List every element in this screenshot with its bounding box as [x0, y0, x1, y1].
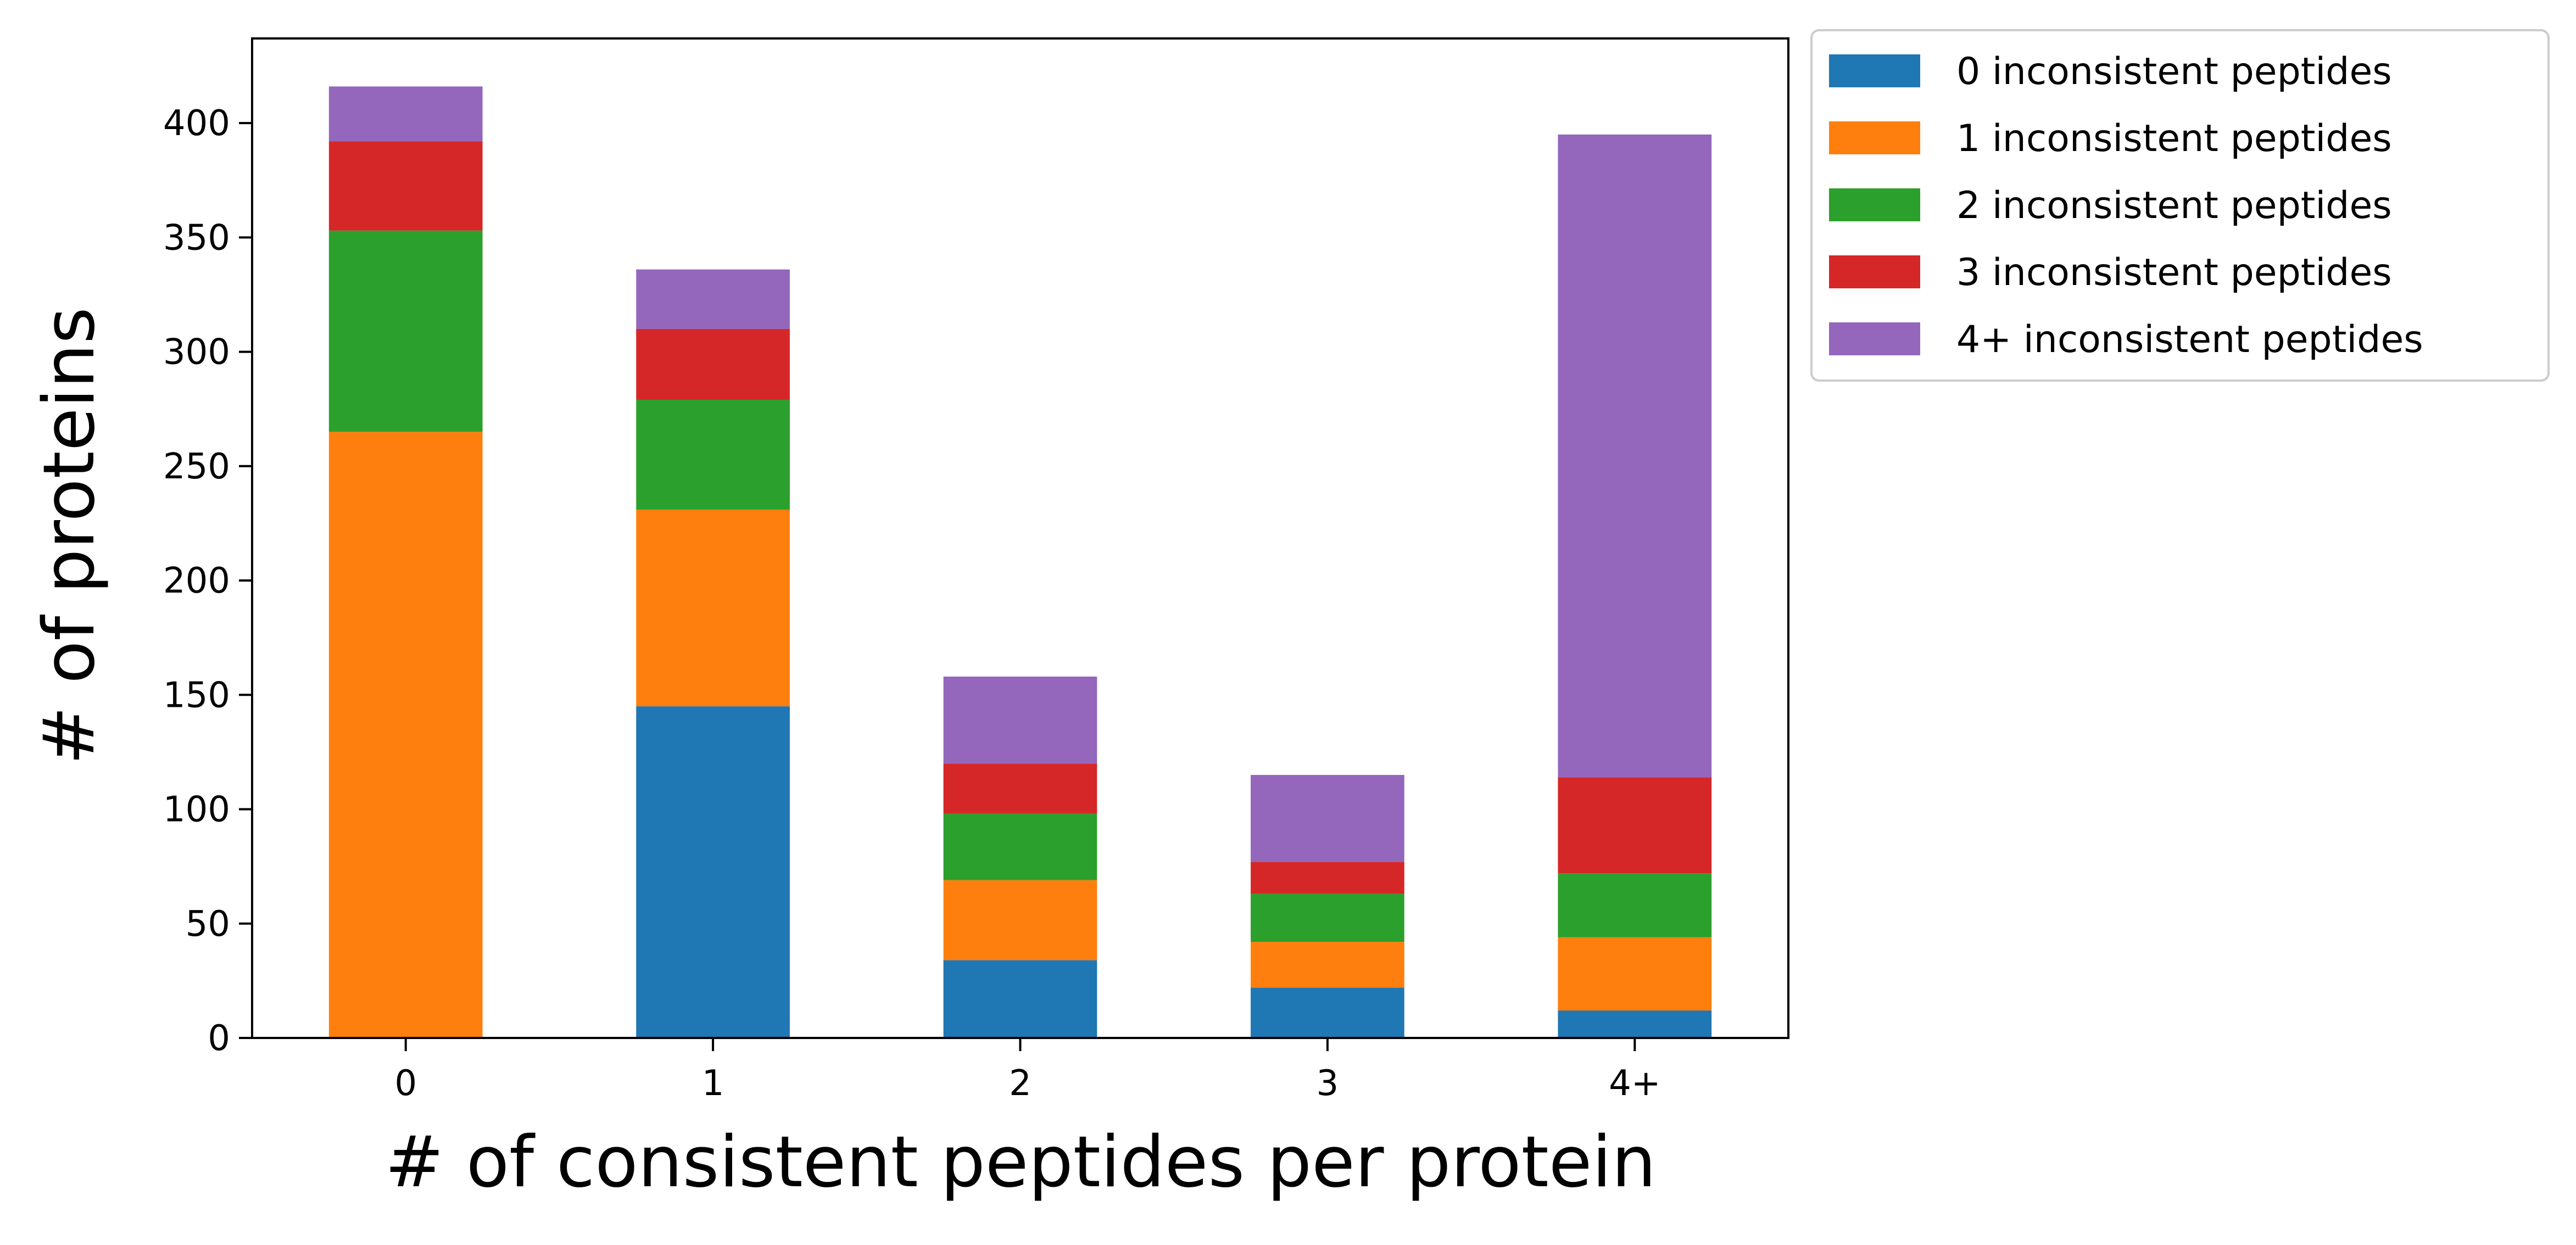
bar-2-series-2 [943, 813, 1097, 880]
legend-swatch [1829, 54, 1920, 87]
legend-label: 0 inconsistent peptides [1956, 50, 2392, 93]
legend-label: 2 inconsistent peptides [1956, 184, 2392, 227]
bar-2-series-3 [943, 763, 1097, 814]
bar-2-series-1 [943, 880, 1097, 961]
legend-swatch [1829, 255, 1920, 288]
bar-1-series-1 [636, 509, 790, 707]
bar-2-series-4 [943, 676, 1097, 764]
bar-4+-series-2 [1558, 873, 1712, 937]
bars-layer [328, 86, 1712, 1039]
x-axis-label: # of consistent peptides per protein [385, 1121, 1656, 1203]
bar-0-series-3 [328, 141, 483, 231]
legend-label: 4+ inconsistent peptides [1956, 318, 2423, 361]
y-tick-label: 200 [163, 561, 230, 601]
bar-3-series-2 [1251, 894, 1404, 942]
legend-swatch [1829, 188, 1920, 221]
plot-frame [251, 37, 1789, 1039]
legend-label: 3 inconsistent peptides [1956, 251, 2392, 294]
bar-3-series-0 [1251, 987, 1404, 1038]
bar-4+-series-1 [1558, 937, 1712, 1011]
legend: 0 inconsistent peptides 1 inconsistent pe… [1810, 29, 2550, 382]
bar-1-series-3 [636, 328, 790, 400]
y-tick-label: 0 [208, 1018, 230, 1059]
bar-0-series-1 [328, 432, 483, 1039]
y-tick-label: 50 [186, 904, 230, 945]
y-tick-label: 350 [163, 217, 230, 258]
x-tick-label: 4+ [1609, 1063, 1660, 1104]
bar-0-series-2 [328, 230, 483, 432]
x-tick-label: 0 [394, 1063, 417, 1104]
y-tick-label: 250 [163, 446, 230, 487]
legend-label: 1 inconsistent peptides [1956, 117, 2392, 160]
y-axis-label: # of proteins [29, 307, 110, 765]
legend-swatch [1829, 322, 1920, 355]
bar-1-series-4 [636, 269, 790, 329]
y-tick-label: 300 [163, 332, 230, 373]
bar-4+-series-0 [1558, 1010, 1712, 1038]
bar-4+-series-3 [1558, 777, 1712, 874]
x-tick-label: 3 [1317, 1063, 1339, 1104]
legend-swatch [1829, 121, 1920, 154]
bar-1-series-2 [636, 400, 790, 510]
y-tick-label: 400 [163, 103, 230, 144]
x-tick-label: 2 [1009, 1063, 1031, 1104]
legend-box [1810, 29, 2550, 382]
bar-2-series-0 [943, 960, 1097, 1038]
bar-0-series-4 [328, 86, 483, 142]
bar-1-series-0 [636, 706, 790, 1038]
bar-4+-series-4 [1558, 134, 1712, 778]
bar-3-series-1 [1251, 942, 1404, 988]
bar-3-series-3 [1251, 862, 1404, 894]
bar-3-series-4 [1251, 775, 1404, 862]
y-tick-label: 150 [163, 675, 230, 716]
axes-layer: 0 50 100 150 200 250 300 350 400 0 1 2 3 4+ [163, 37, 1789, 1104]
y-tick-label: 100 [163, 790, 230, 830]
x-tick-label: 1 [702, 1063, 724, 1104]
